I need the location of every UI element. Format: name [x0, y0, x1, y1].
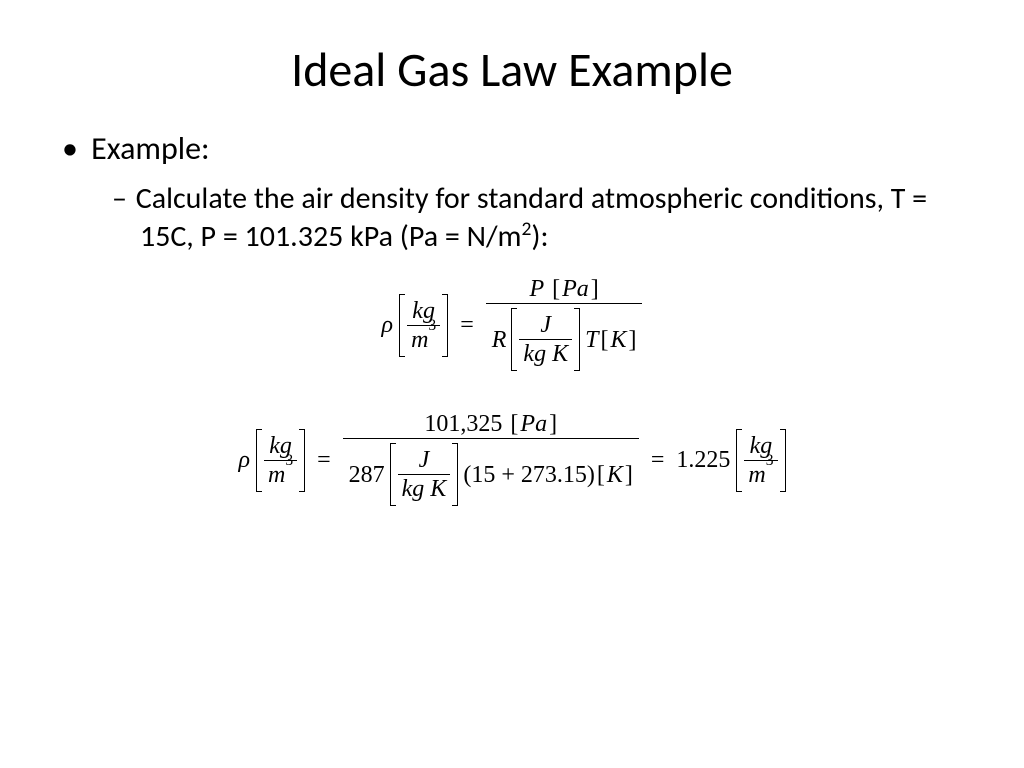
main-fraction: P [Pa] R J kg K [486, 275, 643, 375]
P-symbol: P [529, 277, 544, 301]
problem-text-post: ): [531, 218, 548, 255]
bullet-problem: Calculate the air density for standard a… [140, 180, 934, 255]
K-unit: K [610, 328, 626, 352]
K-unit-2: K [607, 463, 623, 487]
Pa-unit: Pa [562, 277, 589, 301]
problem-sup: 2 [522, 217, 532, 241]
kgK-label-2: kg K [398, 474, 451, 503]
m-exp-2: 3 [285, 452, 293, 469]
main-fraction-2: 101,325 [Pa] 287 J kg K [343, 410, 639, 510]
equation-1: ρ kg m3 = P [Pa] R [382, 275, 643, 375]
result-val: 1.225 [676, 447, 730, 474]
J-label-2: J [415, 446, 434, 474]
J-label: J [536, 311, 555, 339]
equation-2-block: ρ kg m3 = 101,325 [Pa] 287 [50, 410, 974, 510]
equation-1-block: ρ kg m3 = P [Pa] R [50, 275, 974, 375]
temp-expr: (15 + 273.15) [463, 463, 595, 487]
rho-symbol-2: ρ [238, 447, 250, 474]
bullet-example: Example: [90, 129, 974, 168]
m-label-3: m [748, 462, 765, 488]
density-units: kg m3 [399, 294, 448, 357]
rho-symbol: ρ [382, 312, 394, 339]
slide-container: Ideal Gas Law Example Example: Calculate… [0, 0, 1024, 768]
result-units: kg m3 [736, 429, 785, 492]
pressure-val: 101,325 [424, 412, 502, 436]
m-label-2: m [268, 462, 285, 488]
equation-2: ρ kg m3 = 101,325 [Pa] 287 [238, 410, 785, 510]
slide-title: Ideal Gas Law Example [50, 40, 974, 99]
density-units-2: kg m3 [256, 429, 305, 492]
equals-2: = [317, 447, 331, 474]
equals-1: = [460, 312, 474, 339]
m-label: m [411, 327, 428, 353]
R-symbol: R [492, 328, 507, 352]
equals-3: = [651, 447, 665, 474]
kgK-label: kg K [519, 339, 572, 368]
T-symbol: T [585, 328, 598, 352]
Pa-unit-2: Pa [520, 412, 547, 436]
R-val: 287 [349, 463, 385, 487]
m-exp-3: 3 [766, 452, 774, 469]
m-exp: 3 [428, 317, 436, 334]
